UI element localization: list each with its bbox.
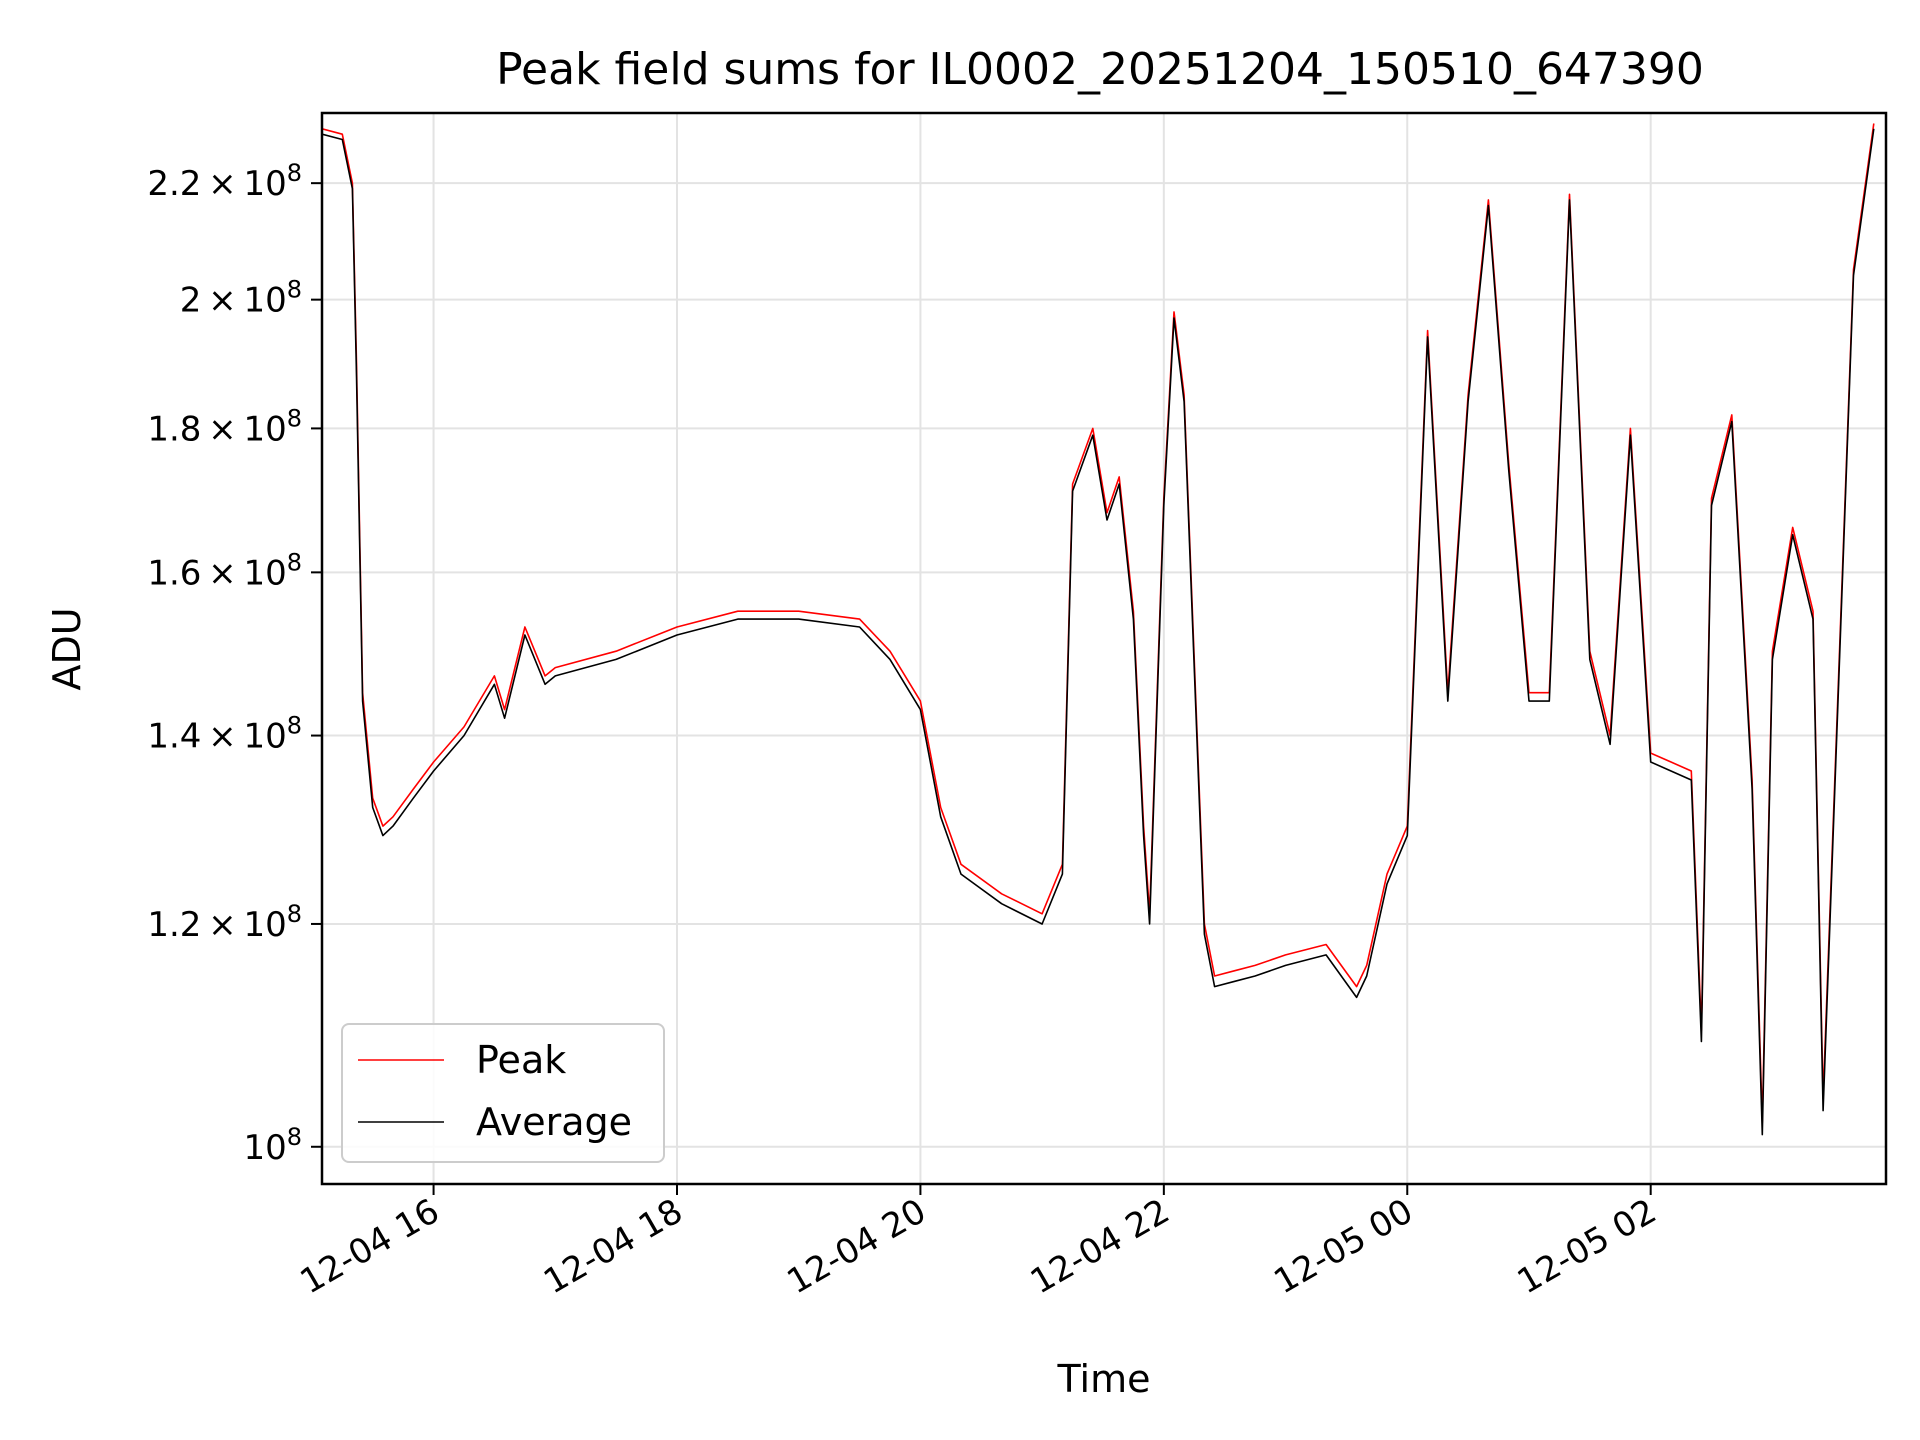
axes-frame [320,111,1888,1186]
legend-label-average: Average [476,1100,632,1144]
y-axis: 108 1.2 × 108 1.4 × 108 1.6 × 108 1.8 × 108 2… [147,159,322,1168]
y-tick-label: 1.4 × 108 [147,712,302,757]
legend-label-peak: Peak [476,1038,566,1082]
y-axis-label: ADU [45,607,89,690]
series-line-peak [322,123,1875,1124]
y-tick-label: 108 [243,1123,302,1168]
y-tick-label: 1.6 × 108 [147,548,302,593]
legend: Peak Average [341,1023,665,1163]
y-tick-label: 1.2 × 108 [147,900,302,945]
legend-box [341,1023,665,1163]
y-tick-label: 2.2 × 108 [147,159,302,204]
grid [322,113,1886,1184]
x-axis-label: Time [1057,1357,1151,1401]
y-tick-label: 2 × 108 [180,276,302,321]
y-tick-label: 1.8 × 108 [147,404,302,449]
series-line-average [322,128,1875,1136]
chart-title: Peak field sums for IL0002_20251204_1505… [496,44,1704,95]
plot-area [322,123,1875,1136]
